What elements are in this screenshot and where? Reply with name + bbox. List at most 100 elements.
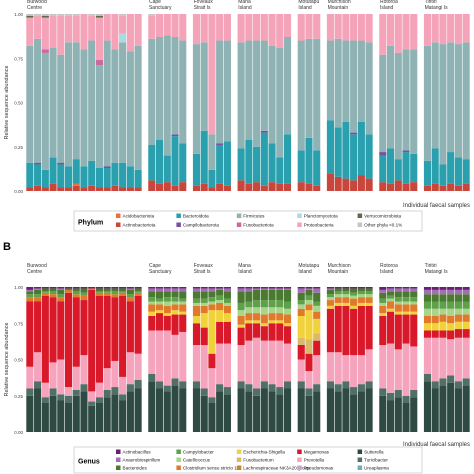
bar-segment: [462, 14, 470, 43]
bar-segment: [276, 288, 284, 290]
bar-segment: [283, 14, 292, 38]
bar-segment: [326, 297, 335, 301]
bar-segment: [462, 289, 470, 295]
bar-segment: [423, 323, 432, 331]
legend-entry: Fusobacterium: [243, 458, 274, 463]
group-label: Strait Is: [194, 269, 211, 275]
bar-segment: [155, 291, 164, 299]
bar-segment: [394, 291, 402, 298]
bar-segment: [276, 47, 284, 158]
bar-segment: [111, 297, 119, 361]
bar-segment: [253, 323, 261, 338]
bar-segment: [423, 316, 432, 324]
bar-segment: [342, 305, 350, 356]
bar-segment: [119, 288, 127, 292]
bar-segment: [72, 14, 80, 16]
bar-segment: [313, 150, 321, 186]
bar-segment: [462, 42, 470, 160]
bar-segment: [134, 169, 142, 188]
bar-segment: [326, 305, 335, 309]
bar-segment: [423, 308, 432, 316]
bar-segment: [439, 308, 447, 315]
bar-segment: [394, 297, 402, 302]
bar-segment: [245, 391, 253, 432]
legend-box: [73, 446, 423, 474]
bar-segment: [350, 308, 358, 356]
bar-segment: [155, 298, 164, 302]
bar-segment: [216, 144, 224, 184]
bar-segment: [34, 289, 42, 295]
bar-segment: [386, 291, 395, 296]
bar-segment: [268, 391, 276, 432]
bar-segment: [34, 14, 42, 16]
bar-segment: [192, 287, 201, 289]
bar-segment: [454, 287, 462, 290]
bar-segment: [64, 395, 73, 403]
bar-segment: [80, 288, 88, 293]
bar-segment: [357, 297, 365, 303]
bar-segment: [245, 307, 253, 314]
bar-segment: [297, 14, 305, 41]
bar-segment: [95, 291, 104, 293]
x-axis-label: Individual faecal samples: [403, 203, 470, 209]
bar-segment: [260, 130, 268, 133]
group-label: Mana: [238, 263, 251, 269]
bar-segment: [237, 287, 245, 289]
y-tick-label: 0.25: [14, 145, 23, 150]
bar-segment: [297, 381, 305, 389]
bar-segment: [423, 294, 432, 302]
bar-segment: [237, 327, 245, 345]
bar-segment: [245, 313, 253, 321]
bar-segment: [208, 397, 216, 403]
bar-segment: [454, 337, 462, 382]
legend-swatch: [357, 465, 363, 470]
legend-entry: Other phyla <0.1%: [364, 223, 402, 228]
bar-segment: [379, 298, 387, 303]
bar-segment: [268, 287, 276, 289]
bar-segment: [179, 301, 187, 305]
bar-segment: [208, 301, 216, 305]
bar-segment: [342, 302, 350, 306]
bar-segment: [192, 153, 201, 186]
bar-segment: [200, 305, 208, 314]
legend-swatch: [116, 465, 121, 470]
bar-segment: [379, 54, 387, 153]
bar-segment: [365, 287, 373, 289]
bar-segment: [155, 388, 164, 432]
bar-segment: [313, 301, 321, 306]
bar-segment: [223, 14, 231, 41]
bar-segment: [171, 185, 179, 191]
bar-segment: [163, 288, 171, 292]
bar-segment: [208, 353, 216, 369]
bar-segment: [49, 362, 57, 389]
bar-segment: [283, 381, 292, 389]
bar-segment: [237, 381, 245, 389]
bar-segment: [454, 321, 462, 330]
bar-segment: [276, 320, 284, 324]
bar-segment: [148, 288, 156, 292]
bar-segment: [200, 291, 208, 299]
bar-segment: [439, 289, 447, 295]
bar-segment: [148, 38, 156, 145]
bar-segment: [163, 291, 171, 298]
bar-segment: [34, 287, 42, 289]
bar-segment: [454, 157, 462, 186]
bar-segment: [179, 311, 187, 315]
bar-segment: [350, 134, 358, 181]
bar-segment: [208, 368, 216, 398]
bar-segment: [126, 287, 134, 289]
legend-swatch: [176, 465, 181, 470]
bar-segment: [394, 397, 402, 432]
bar-segment: [268, 384, 276, 392]
bar-segment: [200, 327, 208, 345]
bar-segment: [26, 289, 34, 292]
bar-segment: [410, 346, 418, 390]
bar-segment: [216, 40, 224, 144]
bar-segment: [386, 400, 395, 432]
bar-segment: [276, 394, 284, 432]
bar-segment: [171, 134, 179, 137]
bar-segment: [283, 183, 292, 191]
